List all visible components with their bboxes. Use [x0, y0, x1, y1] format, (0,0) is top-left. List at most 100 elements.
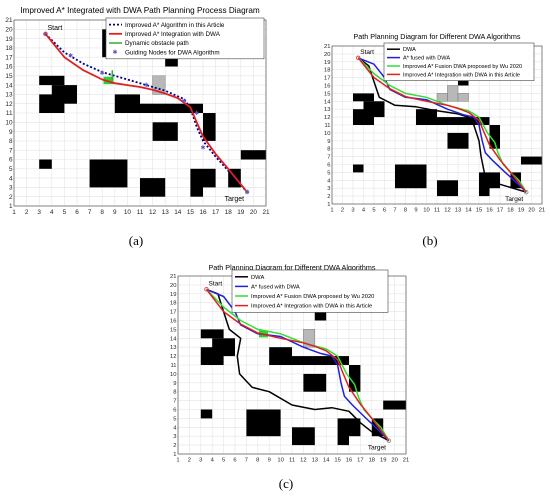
x-tick-label: 17	[357, 457, 363, 463]
y-tick-label: 1	[173, 452, 176, 458]
obstacle	[353, 164, 364, 173]
target-marker	[524, 189, 529, 195]
y-tick-label: 17	[324, 76, 330, 82]
y-tick-label: 13	[5, 92, 13, 99]
dynamic-obstacle	[457, 93, 469, 102]
series-line-0	[44, 33, 248, 193]
obstacle	[479, 172, 490, 197]
x-tick-label: 10	[423, 207, 429, 213]
obstacle	[212, 338, 235, 357]
obstacle	[240, 150, 266, 160]
obstacle	[39, 159, 52, 169]
y-tick-label: 9	[327, 139, 330, 145]
y-tick-label: 18	[5, 45, 13, 52]
x-tick-label: 18	[369, 457, 375, 463]
y-tick-label: 10	[170, 372, 176, 378]
chart-title: Path Planning Diagram for Different DWA …	[209, 263, 376, 272]
y-tick-label: 10	[324, 131, 330, 137]
obstacle	[51, 85, 77, 104]
legend-box	[105, 17, 265, 60]
series-line-0	[357, 57, 527, 193]
x-tick-label: 13	[455, 207, 461, 213]
y-tick-label: 13	[170, 345, 176, 351]
x-tick-label: 11	[137, 209, 144, 216]
y-tick-label: 8	[173, 390, 176, 396]
y-tick-label: 2	[9, 194, 13, 201]
x-tick-label: 4	[50, 209, 54, 216]
obstacle	[371, 418, 384, 437]
y-tick-label: 12	[5, 101, 13, 108]
x-tick-label: 5	[63, 209, 67, 216]
obstacle	[510, 172, 521, 189]
x-tick-label: 16	[199, 209, 207, 216]
y-tick-label: 16	[5, 64, 13, 71]
x-tick-label: 15	[187, 209, 195, 216]
target-label: Target	[368, 445, 386, 452]
y-tick-label: 15	[324, 91, 330, 97]
x-tick-label: 19	[518, 207, 524, 213]
obstacle	[292, 427, 315, 446]
dynamic-obstacle	[152, 75, 166, 95]
y-tick-label: 16	[170, 319, 176, 325]
obstacle	[303, 373, 327, 392]
legend-entry: DWA	[403, 47, 416, 53]
legend-entry: A* fused with DWA	[251, 284, 300, 290]
obstacle	[39, 75, 65, 86]
y-tick-label: 11	[170, 363, 176, 369]
series-line-3	[205, 288, 390, 442]
obstacle	[280, 356, 349, 365]
target-label: Target	[225, 196, 245, 203]
obstacle	[349, 418, 361, 437]
obstacle	[203, 113, 216, 141]
y-tick-label: 1	[327, 202, 330, 208]
start-marker	[356, 55, 361, 61]
x-tick-label: 18	[225, 209, 233, 216]
y-tick-label: 2	[327, 194, 330, 200]
x-tick-label: 11	[289, 457, 295, 463]
chart-title: Improved A* Integrated with DWA Path Pla…	[20, 6, 260, 15]
series-line-1	[44, 33, 248, 193]
x-tick-label: 10	[277, 457, 283, 463]
start-label: Start	[48, 25, 63, 32]
obstacle	[203, 168, 216, 188]
y-tick-label: 19	[324, 60, 330, 66]
legend-entry: Dynamic obstacle path	[125, 40, 189, 47]
dynamic-obstacle	[436, 93, 448, 102]
obstacle	[447, 132, 469, 149]
x-tick-label: 17	[212, 209, 220, 216]
x-tick-label: 3	[351, 207, 354, 213]
x-tick-label: 19	[237, 209, 245, 216]
caption-c: (c)	[278, 476, 294, 491]
legend-entry: Guiding Nodes for DWA Algorithm	[125, 49, 220, 56]
obstacle	[395, 164, 427, 189]
obstacle	[200, 329, 224, 339]
obstacle	[89, 159, 128, 188]
y-tick-label: 16	[324, 84, 330, 90]
guiding-node-point: ✱	[182, 98, 187, 105]
x-tick-label: 12	[300, 457, 306, 463]
x-tick-label: 4	[362, 207, 366, 213]
chart-panel-b: Start Target 1 2 3 4 5 6 7 8 9 10 11 12 13 14 15 16 17 18 19…	[290, 30, 548, 220]
chart-panel-c: Start Target 1 2 3 4 5 6 7 8 9 10 11 12 13 14 15 16 17 18 19…	[160, 262, 410, 470]
y-tick-label: 7	[327, 155, 330, 161]
target-marker	[244, 189, 250, 195]
y-tick-label: 6	[173, 408, 176, 414]
legend-box	[383, 42, 535, 81]
series-line-3	[357, 57, 527, 193]
obstacle	[458, 77, 469, 86]
start-label: Start	[209, 280, 223, 287]
guiding-node-point: ✱	[200, 144, 205, 151]
guiding-node-point: ✱	[194, 110, 199, 117]
y-tick-label: 4	[9, 175, 13, 182]
dynamic-obstacle	[447, 85, 459, 102]
x-tick-label: 13	[312, 457, 318, 463]
caption-b: (b)	[422, 233, 438, 248]
obstacle	[383, 400, 406, 410]
y-tick-label: 9	[9, 129, 13, 136]
y-tick-label: 8	[327, 147, 330, 153]
x-tick-label: 2	[188, 457, 191, 463]
y-tick-label: 4	[327, 178, 331, 184]
y-tick-label: 12	[170, 354, 176, 360]
